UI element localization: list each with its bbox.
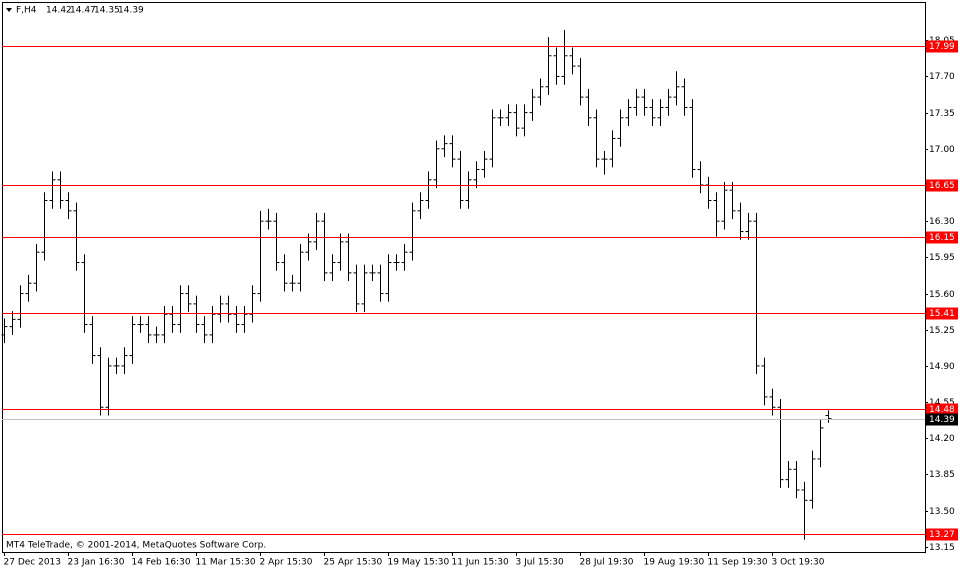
level-label-box (926, 403, 958, 416)
symbol: F,H4 (16, 6, 37, 16)
level-label: 16.15 (929, 233, 955, 243)
y-tick-label: 15.60 (929, 290, 955, 300)
x-tick-label: 3 Oct 19:30 (772, 558, 825, 568)
y-tick-label: 17.35 (929, 109, 955, 119)
y-tick-label: 13.85 (929, 470, 955, 480)
x-tick-label: 19 May 15:30 (388, 558, 450, 568)
level-label: 16.65 (929, 181, 955, 191)
y-tick-label: 16.30 (929, 217, 955, 227)
y-tick-label: 15.95 (929, 253, 955, 263)
x-tick-label: 11 Jun 15:30 (452, 558, 509, 568)
y-tick-label: 17.70 (929, 72, 955, 82)
header: F,H4 14.42 14.47 14.35 14.39 (6, 6, 144, 16)
level-label: 17.99 (929, 42, 955, 52)
level-label-box (926, 528, 958, 541)
bid-label: 14.39 (929, 415, 955, 425)
bid-label-box (926, 413, 958, 426)
y-tick-label: 17.00 (929, 145, 955, 155)
level-label-box (926, 231, 958, 244)
x-tick-label: 28 Jul 19:30 (580, 558, 634, 568)
y-tick-label: 13.50 (929, 507, 955, 517)
plot-frame (2, 2, 926, 553)
y-tick-label: 13.15 (929, 543, 955, 553)
last-low: 14.35 (94, 6, 120, 16)
x-tick-label: 11 Sep 19:30 (708, 558, 768, 568)
y-tick-label: 14.55 (929, 398, 955, 408)
header-arrow (6, 8, 12, 12)
last-open: 14.42 (46, 6, 72, 16)
level-label: 14.48 (929, 405, 955, 415)
x-tick-label: 2 Apr 15:30 (260, 558, 313, 568)
x-tick-label: 25 Apr 15:30 (324, 558, 383, 568)
level-label-box (926, 179, 958, 192)
x-tick-label: 3 Jul 15:30 (516, 558, 565, 568)
level-label: 13.27 (929, 530, 955, 540)
x-tick-label: 27 Dec 2013 (4, 558, 62, 568)
y-tick-label: 15.25 (929, 326, 955, 336)
x-tick-label: 11 Mar 15:30 (196, 558, 256, 568)
level-label: 15.41 (929, 309, 955, 319)
level-label-box (926, 40, 958, 53)
level-label-box (926, 307, 958, 320)
y-tick-label: 14.90 (929, 362, 955, 372)
last-high: 14.47 (70, 6, 96, 16)
x-tick-label: 23 Jan 16:30 (68, 558, 125, 568)
copyright: MT4 TeleTrade, © 2001-2014, MetaQuotes S… (6, 541, 266, 551)
x-tick-label: 19 Aug 19:30 (644, 558, 705, 568)
last-close: 14.39 (118, 6, 144, 16)
y-tick-label: 14.20 (929, 434, 955, 444)
x-tick-label: 14 Feb 16:30 (132, 558, 191, 568)
